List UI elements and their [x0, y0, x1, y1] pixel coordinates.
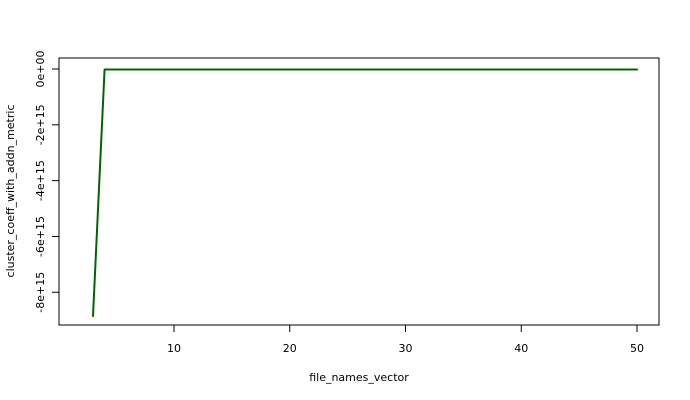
- y-tick-label: -8e+15: [34, 272, 47, 313]
- y-tick-label: -4e+15: [34, 160, 47, 201]
- x-tick-label: 20: [283, 342, 297, 355]
- x-tick-label: 50: [630, 342, 644, 355]
- data-line: [92, 68, 638, 317]
- x-axis-label: file_names_vector: [309, 371, 409, 384]
- x-tick-label: 30: [399, 342, 413, 355]
- y-tick-label: -6e+15: [34, 216, 47, 257]
- y-tick-label: -2e+15: [34, 104, 47, 145]
- x-tick-label: 10: [167, 342, 181, 355]
- y-axis-label: cluster_coeff_with_addn_metric: [4, 105, 17, 278]
- x-axis: 10 20 30 40 50: [167, 324, 644, 355]
- y-tick-label: 0e+00: [34, 51, 47, 88]
- x-tick-label: 40: [514, 342, 528, 355]
- y-axis: 0e+00 -2e+15 -4e+15 -6e+15 -8e+15: [34, 51, 60, 313]
